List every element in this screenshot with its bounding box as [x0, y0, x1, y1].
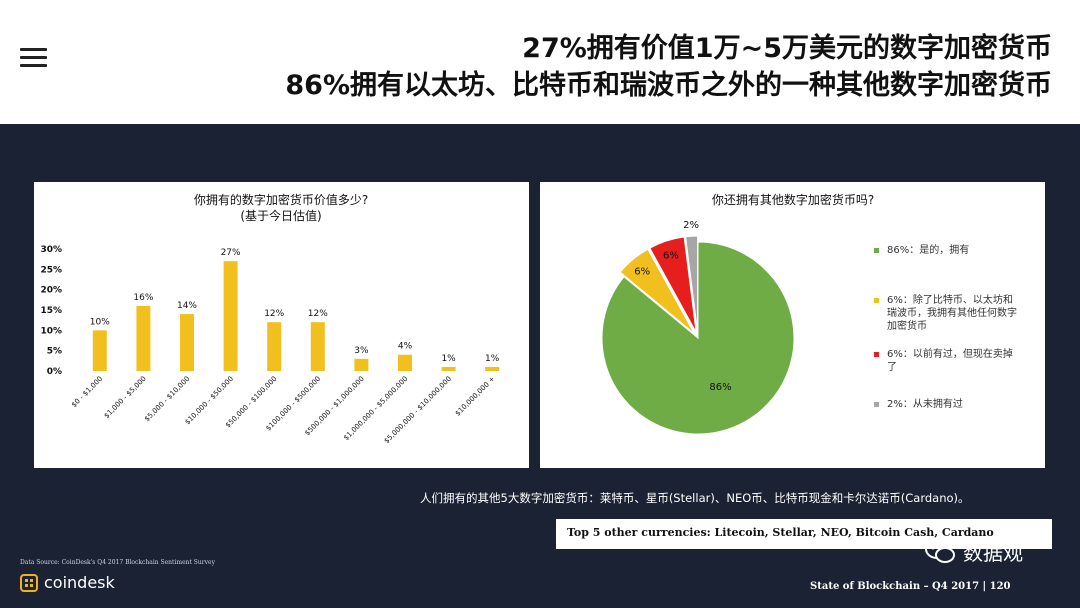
legend-item: 6%：以前有过，但现在卖掉了 — [874, 348, 1017, 374]
top5-box: Top 5 other currencies: Litecoin, Stella… — [556, 519, 1052, 549]
bar — [136, 305, 151, 371]
coindesk-logo-icon — [20, 573, 38, 592]
bar-value-label: 14% — [177, 301, 197, 311]
legend-label: 86%：是的，拥有 — [887, 245, 970, 256]
legend-label: 2%：从未拥有过 — [887, 399, 963, 410]
pie-slice — [601, 241, 795, 435]
bar-chart-title: 你拥有的数字加密货币价值多少? — [194, 192, 368, 207]
pie-chart-card: 你还拥有其他数字加密货币吗? 86% 6% 6% 2% 86%：是的，拥有 6%：除了比… — [540, 182, 1045, 468]
pie-chart: 你还拥有其他数字加密货币吗? 86% 6% 6% 2% — [601, 192, 874, 435]
bar — [310, 322, 325, 371]
bar — [485, 366, 500, 371]
bar-value-label: 16% — [133, 293, 153, 303]
pie-value-label: 86% — [709, 382, 731, 393]
hamburger-icon[interactable] — [20, 48, 47, 68]
page-title-line1: 27%拥有价值1万~5万美元的数字加密货币 — [522, 33, 1052, 64]
bar-value-label: 27% — [221, 248, 241, 258]
legend-label: 6%：以前有过，但现在卖掉了 — [887, 349, 1013, 373]
bar — [267, 322, 282, 371]
page-title-line2: 86%拥有以太坊、比特币和瑞波币之外的一种其他数字加密货币 — [285, 70, 1052, 101]
pie-value-label: 6% — [663, 251, 679, 262]
bar-chart-card: 你拥有的数字加密货币价值多少? (基于今日估值) 30% 25% 20% 15% 10%… — [34, 182, 529, 468]
pie-value-label: 6% — [634, 267, 650, 278]
pie-chart-title: 你还拥有其他数字加密货币吗? — [712, 192, 874, 207]
x-tick-label: $5,000 - $10,000 — [143, 375, 191, 423]
bar — [398, 354, 412, 371]
coindesk-logo: coindesk — [20, 573, 115, 592]
bar-value-label: 10% — [90, 317, 110, 327]
bar-value-label: 3% — [354, 346, 369, 356]
bar-value-label: 4% — [398, 342, 413, 352]
legend-swatch — [874, 248, 879, 253]
pie-value-label: 2% — [683, 220, 699, 231]
legend-swatch — [874, 298, 879, 303]
wechat-watermark: 数据观 — [925, 537, 1023, 566]
y-tick-label: 15% — [40, 306, 62, 316]
bar-value-label: 12% — [264, 309, 284, 319]
x-tick-label: $10,000 - $50,000 — [183, 375, 235, 427]
legend-swatch — [874, 352, 879, 357]
legend-item: 2%：从未拥有过 — [874, 398, 1017, 411]
wechat-icon — [925, 538, 955, 563]
y-tick-label: 5% — [47, 347, 62, 357]
pie-slice — [649, 236, 697, 333]
y-tick-label: 0% — [47, 367, 62, 377]
bar — [180, 314, 194, 371]
bar — [92, 330, 107, 371]
legend-item: 6%：除了比特币、以太坊和瑞波币，我拥有其他任何数字加密货币 — [874, 294, 1017, 333]
x-tick-label: $10,000,000 + — [454, 375, 497, 418]
top5-text: Top 5 other currencies: Litecoin, Stella… — [567, 526, 994, 539]
pie-slice — [685, 235, 699, 333]
bar — [223, 261, 238, 371]
bar-chart-subtitle: (基于今日估值) — [240, 208, 321, 223]
x-tick-label: $0 - $1,000 — [70, 375, 104, 409]
y-tick-label: 25% — [40, 265, 62, 275]
legend-label: 6%：除了比特币、以太坊和瑞波币，我拥有其他任何数字加密货币 — [887, 295, 1017, 332]
currencies-caption: 人们拥有的其他5大数字加密货币：莱特币、星币(Stellar)、NEO币、比特币… — [420, 491, 970, 505]
wechat-watermark-text: 数据观 — [963, 541, 1023, 565]
bar — [441, 366, 456, 371]
y-tick-label: 30% — [40, 245, 62, 255]
y-tick-label: 20% — [40, 286, 62, 296]
legend-item: 86%：是的，拥有 — [874, 244, 1017, 257]
bar — [354, 358, 369, 371]
data-source: Data Source: CoinDesk's Q4 2017 Blockcha… — [20, 559, 215, 566]
legend-swatch — [874, 402, 879, 407]
pie-slice — [619, 248, 695, 334]
bar-value-label: 12% — [308, 309, 328, 319]
header-bar: 27%拥有价值1万~5万美元的数字加密货币 86%拥有以太坊、比特币和瑞波币之外… — [0, 0, 1080, 124]
bar-value-label: 1% — [441, 354, 456, 364]
footer-text: State of Blockchain – Q4 2017 | 120 — [810, 581, 1011, 592]
y-tick-label: 10% — [40, 326, 62, 336]
logo-text: coindesk — [44, 573, 115, 592]
bar-value-label: 1% — [485, 354, 500, 364]
x-tick-label: $1,000 - $5,000 — [103, 375, 148, 420]
bar-chart: 你拥有的数字加密货币价值多少? (基于今日估值) 30% 25% 20% 15% 10%… — [40, 192, 500, 445]
